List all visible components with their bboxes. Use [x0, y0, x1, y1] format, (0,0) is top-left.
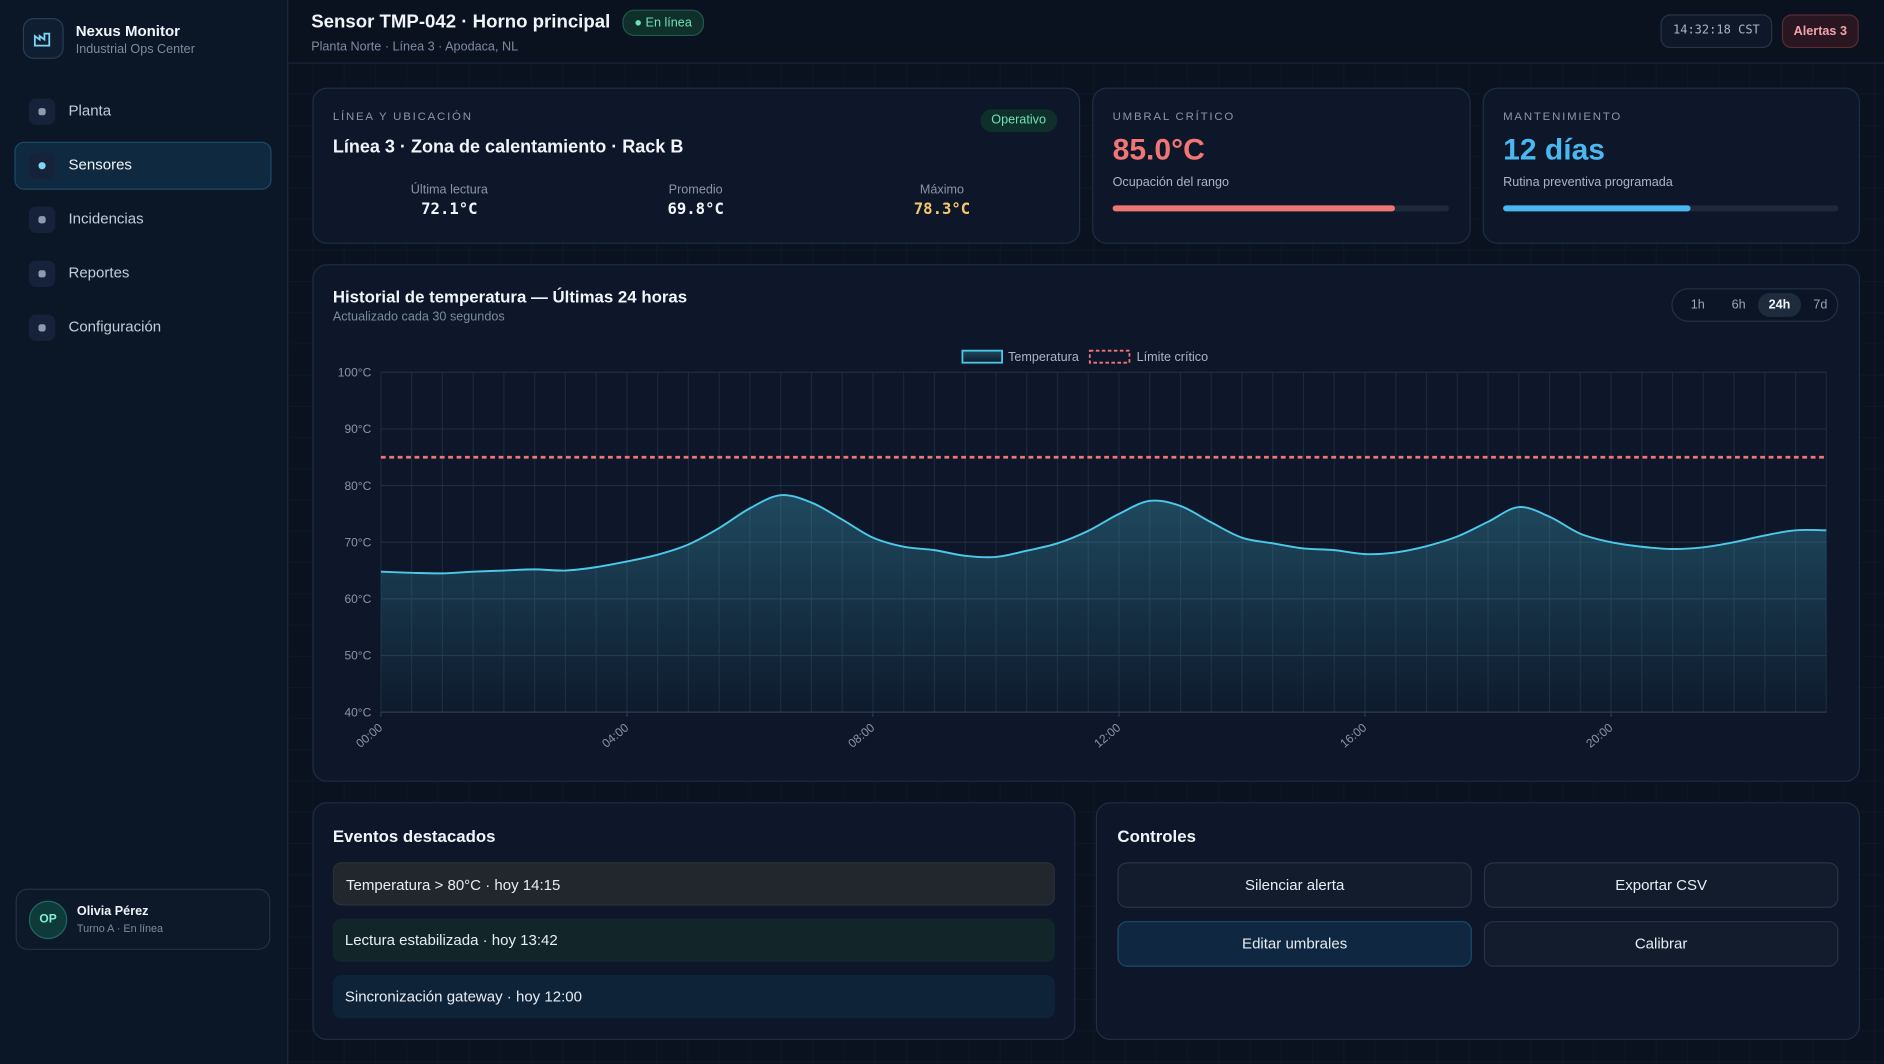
- x-tick-label: 12:00: [1091, 720, 1123, 750]
- y-tick-label: 50°C: [344, 649, 371, 663]
- legend-swatch: [1088, 349, 1131, 364]
- nav-item[interactable]: Sensores: [14, 141, 272, 190]
- nav-item[interactable]: Configuración: [14, 304, 271, 352]
- range-button[interactable]: 24h: [1757, 293, 1802, 318]
- card-badge: Operativo: [980, 109, 1057, 133]
- status-text: En línea: [645, 15, 692, 31]
- brand-subtitle: Industrial Ops Center: [75, 42, 195, 57]
- range-button[interactable]: 7d: [1813, 297, 1828, 313]
- stat: Última lectura 72.1°C: [353, 183, 545, 219]
- x-tick-label: 08:00: [845, 720, 877, 750]
- y-tick-label: 80°C: [344, 479, 371, 493]
- area: [380, 495, 1827, 713]
- card-label: LÍNEA Y UBICACIÓN: [332, 110, 473, 124]
- page-title: Sensor TMP-042 · Horno principal: [311, 12, 611, 33]
- maintenance-card: [1482, 87, 1860, 244]
- user-card: OP Olivia Pérez Turno A · En línea: [15, 888, 271, 950]
- card-label: UMBRAL CRÍTICO: [1112, 110, 1236, 124]
- progress-fill: [1503, 205, 1691, 212]
- line: [380, 494, 1827, 575]
- stat-value: 78.3°C: [913, 200, 971, 219]
- legend-label: Límite crítico: [1137, 350, 1209, 364]
- control-button[interactable]: Calibrar: [1483, 921, 1839, 967]
- nav-item[interactable]: Reportes: [14, 250, 271, 298]
- stat-value: 72.1°C: [421, 200, 478, 219]
- maintenance-value: 12 días: [1503, 133, 1605, 167]
- threshold-value: 85.0°C: [1112, 133, 1205, 167]
- legend-label: Temperatura: [1008, 350, 1080, 364]
- legend-swatch: [961, 349, 1003, 364]
- card-label: MANTENIMIENTO: [1503, 110, 1623, 124]
- nav-label: Configuración: [68, 318, 162, 336]
- clock: 14:32:18 CST: [1660, 14, 1773, 49]
- range-selector: 1h 6h 24h 7d: [1671, 288, 1839, 322]
- control-button[interactable]: Exportar CSV: [1483, 862, 1839, 908]
- control-button[interactable]: Silenciar alerta: [1117, 862, 1472, 908]
- header: [288, 0, 1884, 64]
- chart-subtitle: Actualizado cada 30 segundos: [332, 309, 505, 325]
- x-tick-label: 20:00: [1583, 720, 1615, 750]
- nav-icon: [28, 98, 56, 125]
- location: Planta Norte · Línea 3 · Apodaca, NL: [311, 39, 519, 55]
- nav-icon: [28, 260, 56, 288]
- range-button[interactable]: 1h: [1690, 297, 1705, 313]
- events-title: Eventos destacados: [332, 826, 496, 846]
- progress-track: [1112, 205, 1450, 212]
- stat-label: Última lectura: [410, 182, 488, 197]
- control-button[interactable]: Editar umbrales: [1117, 921, 1472, 967]
- y-tick-label: 70°C: [344, 535, 371, 549]
- nav-label: Incidencias: [68, 210, 144, 227]
- event-item: Lectura estabilizada · hoy 13:42: [332, 918, 1055, 962]
- stat-value: 69.8°C: [667, 200, 724, 219]
- location-card: [312, 87, 1081, 244]
- stat: Máximo 78.3°C: [846, 183, 1038, 219]
- stat: Promedio 69.8°C: [600, 183, 792, 219]
- nav-icon: [28, 152, 56, 179]
- x-tick-label: 00:00: [353, 720, 385, 750]
- alerts-button[interactable]: Alertas 3: [1781, 14, 1859, 49]
- x-tick-label: 16:00: [1337, 720, 1369, 750]
- stat-label: Máximo: [919, 182, 965, 197]
- user-name: Olivia Pérez: [76, 904, 149, 919]
- card-caption: Ocupación del rango: [1112, 175, 1230, 190]
- chart-title: Historial de temperatura — Últimas 24 ho…: [332, 287, 688, 307]
- nav-item[interactable]: Planta: [14, 88, 271, 136]
- nav-label: Planta: [68, 102, 112, 119]
- card-title: Línea 3 · Zona de calentamiento · Rack B: [332, 136, 684, 158]
- nav-item[interactable]: Incidencias: [14, 196, 271, 244]
- threshold-card: [1092, 87, 1471, 244]
- nav-icon: [28, 206, 56, 233]
- y-tick-label: 60°C: [344, 592, 371, 606]
- range-button[interactable]: 6h: [1731, 297, 1746, 313]
- y-tick-label: 40°C: [344, 705, 371, 719]
- nav-label: Reportes: [68, 264, 130, 282]
- avatar: OP: [28, 900, 68, 940]
- y-tick-label: 90°C: [344, 422, 371, 436]
- stat-label: Promedio: [668, 182, 723, 197]
- logo: [22, 18, 64, 59]
- event-item: Temperatura > 80°C · hoy 14:15: [332, 862, 1055, 906]
- x-tick-label: 04:00: [599, 720, 631, 750]
- user-status: Turno A · En línea: [76, 922, 164, 935]
- status-pill: ● En línea: [622, 9, 704, 37]
- brand: Nexus Monitor: [75, 22, 181, 40]
- nav-icon: [28, 314, 56, 342]
- nav-label: Sensores: [68, 156, 132, 173]
- y-tick-label: 100°C: [338, 365, 372, 379]
- controls-title: Controles: [1117, 826, 1196, 846]
- event-item: Sincronización gateway · hoy 12:00: [332, 975, 1055, 1019]
- logo-icon: [33, 32, 51, 47]
- progress-fill: [1112, 205, 1396, 212]
- card-caption: Rutina preventiva programada: [1503, 175, 1673, 190]
- progress-track: [1503, 205, 1839, 212]
